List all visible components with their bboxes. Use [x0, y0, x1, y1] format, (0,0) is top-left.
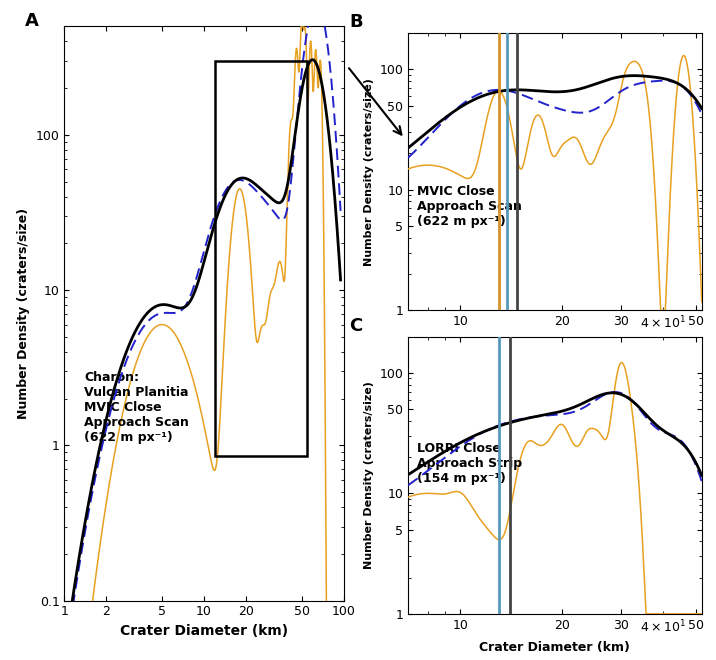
- X-axis label: Crater Diameter (km): Crater Diameter (km): [480, 641, 630, 653]
- Text: A: A: [25, 13, 39, 30]
- Text: LORRI Close
Approach Strip
(154 m px⁻¹): LORRI Close Approach Strip (154 m px⁻¹): [417, 442, 522, 485]
- Text: B: B: [349, 13, 363, 32]
- X-axis label: Crater Diameter (km): Crater Diameter (km): [480, 337, 630, 350]
- Y-axis label: Number Density (craters/size): Number Density (craters/size): [364, 78, 374, 265]
- Y-axis label: Number Density (craters/size): Number Density (craters/size): [17, 208, 30, 419]
- Y-axis label: Number Density (craters/size): Number Density (craters/size): [364, 381, 374, 569]
- Text: C: C: [349, 317, 363, 335]
- Text: Charon:
Vulcan Planitia
MVIC Close
Approach Scan
(622 m px⁻¹): Charon: Vulcan Planitia MVIC Close Appro…: [84, 371, 189, 444]
- Bar: [215, 61, 307, 456]
- Text: MVIC Close
Approach Scan
(622 m px⁻¹): MVIC Close Approach Scan (622 m px⁻¹): [417, 185, 522, 228]
- X-axis label: Crater Diameter (km): Crater Diameter (km): [120, 624, 288, 638]
